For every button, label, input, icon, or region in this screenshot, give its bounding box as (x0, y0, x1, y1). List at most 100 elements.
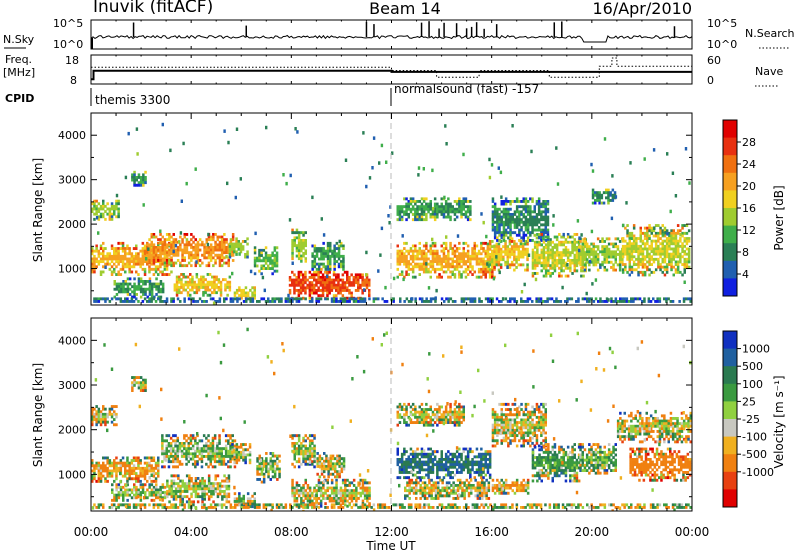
heatmap-cell (218, 439, 221, 443)
heatmap-cell (104, 217, 107, 221)
heatmap-cell (150, 287, 154, 291)
heatmap-cell (487, 264, 490, 268)
heatmap-cell (245, 297, 248, 301)
heatmap-cell (113, 459, 116, 462)
heatmap-cell (670, 265, 673, 269)
heatmap-cell (560, 266, 563, 270)
heatmap-cell (121, 241, 125, 245)
heatmap-cell (544, 207, 547, 211)
heatmap-cell (600, 201, 604, 205)
heatmap-cell (460, 202, 463, 206)
heatmap-cell (507, 223, 510, 227)
heatmap-cell (502, 236, 506, 240)
heatmap-cell (562, 264, 565, 268)
heatmap-cell (342, 254, 345, 258)
heatmap-cell (594, 191, 597, 195)
heatmap-cell (124, 287, 127, 291)
heatmap-cell (117, 485, 121, 489)
heatmap-cell (124, 249, 127, 253)
heatmap-cell (258, 472, 261, 476)
heatmap-cell (102, 265, 105, 269)
heatmap-cell (672, 273, 675, 277)
heatmap-cell (495, 253, 498, 256)
heatmap-cell (196, 253, 200, 257)
heatmap-cell (192, 256, 195, 260)
heatmap-cell (648, 273, 651, 277)
heatmap-cell (535, 300, 538, 303)
heatmap-cell (267, 462, 270, 466)
heatmap-cell (95, 415, 98, 419)
heatmap-cell (594, 245, 598, 249)
heatmap-cell (143, 477, 147, 481)
heatmap-cell (199, 487, 202, 491)
heatmap-cell (121, 244, 125, 248)
heatmap-cell (216, 300, 219, 303)
heatmap-cell (291, 228, 294, 232)
heatmap-cell (513, 258, 516, 262)
heatmap-cell (676, 260, 680, 264)
heatmap-cell (389, 205, 392, 209)
heatmap-cell (529, 223, 532, 227)
heatmap-cell (189, 447, 193, 451)
heatmap-cell (295, 249, 299, 253)
heatmap-cell (132, 254, 136, 258)
heatmap-cell (165, 251, 169, 255)
heatmap-cell (220, 455, 223, 458)
heatmap-cell (328, 276, 331, 279)
heatmap-cell (302, 296, 305, 300)
heatmap-cell (133, 381, 136, 385)
heatmap-cell (161, 444, 164, 448)
heatmap-cell (346, 281, 349, 285)
heatmap-cell (308, 281, 312, 285)
heatmap-cell (566, 263, 569, 267)
heatmap-cell (104, 479, 107, 483)
heatmap-cell (513, 253, 516, 256)
heatmap-cell (603, 240, 606, 243)
heatmap-cell (451, 252, 454, 256)
heatmap-cell (558, 261, 561, 265)
heatmap-cell (122, 496, 125, 500)
heatmap-cell (205, 462, 208, 466)
heatmap-cell (496, 236, 499, 240)
heatmap-cell (185, 439, 188, 443)
heatmap-cell (581, 297, 585, 301)
heatmap-cell (405, 260, 408, 263)
heatmap-cell (172, 238, 175, 242)
heatmap-cell (652, 239, 656, 243)
heatmap-cell (573, 238, 576, 242)
heatmap-cell (233, 247, 236, 251)
heatmap-cell (646, 268, 649, 272)
heatmap-cell (121, 254, 125, 258)
heatmap-cell (110, 407, 114, 411)
heatmap-cell (161, 243, 164, 247)
heatmap-cell (515, 220, 519, 224)
heatmap-cell (326, 270, 329, 274)
heatmap-cell (641, 270, 645, 274)
heatmap-cell (117, 461, 120, 465)
heatmap-cell (549, 251, 552, 255)
heatmap-cell (102, 204, 105, 208)
heatmap-cell (520, 226, 523, 229)
heatmap-cell (102, 456, 105, 460)
heatmap-cell (491, 218, 495, 222)
heatmap-cell (320, 257, 323, 261)
heatmap-cell (614, 260, 617, 264)
heatmap-cell (326, 289, 329, 292)
heatmap-cell (661, 247, 664, 251)
heatmap-cell (295, 486, 299, 490)
heatmap-cell (551, 261, 554, 265)
heatmap-cell (544, 213, 547, 216)
heatmap-cell (466, 200, 470, 203)
heatmap-cell (297, 233, 301, 237)
heatmap-cell (210, 495, 213, 499)
heatmap-cell (643, 300, 646, 303)
heatmap-cell (304, 276, 307, 279)
heatmap-cell (126, 297, 129, 301)
heatmap-cell (518, 210, 521, 214)
heatmap-cell (614, 195, 618, 199)
heatmap-cell (104, 262, 107, 266)
heatmap-cell (311, 260, 314, 263)
heatmap-cell (308, 270, 312, 274)
heatmap-cell (152, 297, 156, 301)
heatmap-cell (150, 469, 153, 473)
